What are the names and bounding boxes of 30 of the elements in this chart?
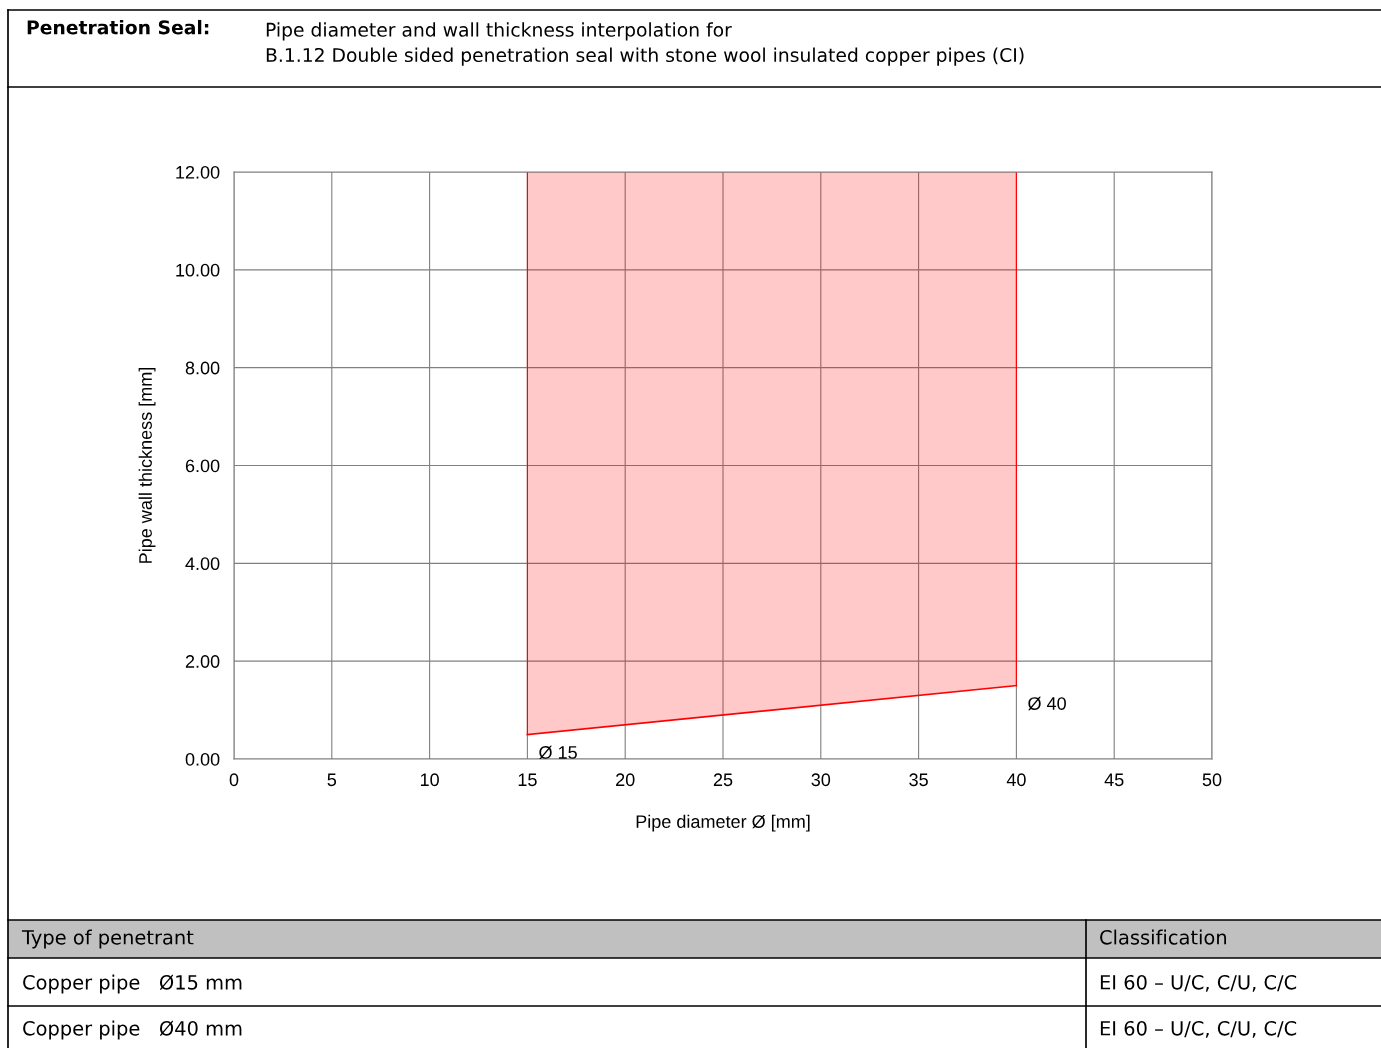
text: Type of penetrant [21, 929, 194, 949]
text: EI 60 – U/C, C/U, C/C [1100, 1020, 1297, 1038]
y-tick-label: 8.00 [185, 361, 220, 375]
y-tick-label: 10.00 [176, 263, 220, 277]
text: Copper pipe Ø15 mm [23, 974, 242, 994]
y-tick-label: 4.00 [185, 557, 220, 571]
x-axis-title: Pipe diameter Ø [mm] [636, 814, 810, 832]
x-tick-label: 5 [327, 773, 337, 787]
chart-title: Penetration Seal: [27, 19, 209, 35]
x-tick-label: 50 [1202, 773, 1222, 787]
text: Copper pipe Ø40 mm [23, 1020, 242, 1040]
y-tick-label: 0.00 [185, 752, 220, 766]
x-tick-label: 40 [1006, 773, 1026, 787]
text: EI 60 – U/C, C/U, C/C [1100, 974, 1297, 992]
annotation: Ø 40 [1028, 696, 1066, 711]
y-tick-label: 2.00 [185, 655, 220, 668]
x-tick-label: 20 [616, 773, 635, 787]
y-tick-label: 6.00 [185, 459, 220, 473]
x-tick-label: 45 [1104, 773, 1124, 787]
y-tick-label: 12.00 [176, 165, 220, 179]
x-tick-label: 15 [518, 773, 537, 787]
x-tick-label: 25 [713, 773, 733, 787]
text: Classification [1100, 929, 1227, 945]
y-axis-title: Pipe wall thickness [mm] [138, 367, 156, 563]
x-tick-label: 35 [909, 773, 928, 787]
x-tick-label: 30 [811, 773, 831, 787]
x-tick-label: 0 [229, 773, 239, 787]
annotation: Ø 15 [539, 745, 577, 760]
x-tick-label: 10 [420, 773, 439, 787]
chart-subtitle: Pipe diameter and wall thickness interpolation for B.1.12 Double sided penetration seal with stone wool insulated copper pipes (CI) [266, 22, 1024, 66]
